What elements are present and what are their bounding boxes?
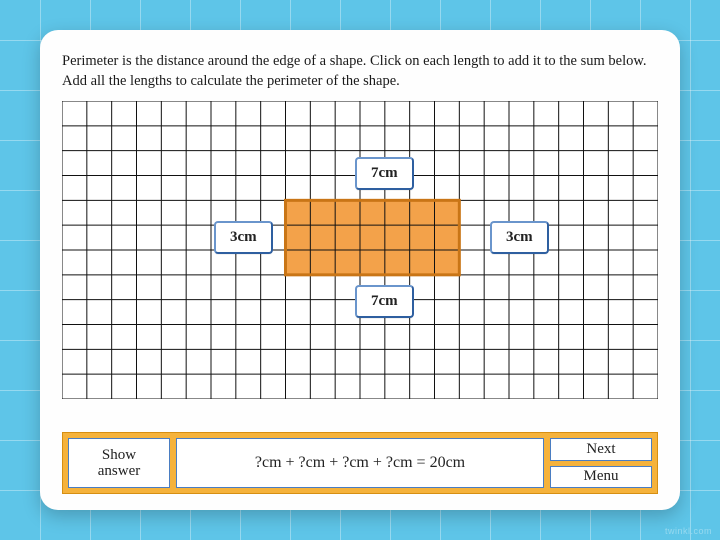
length-label-top[interactable]: 7cm xyxy=(355,157,414,190)
show-answer-line2: answer xyxy=(98,463,140,480)
grid-svg xyxy=(62,101,658,399)
instruction-text: Perimeter is the distance around the edg… xyxy=(62,52,658,91)
main-card: Perimeter is the distance around the edg… xyxy=(40,30,680,510)
length-label-left[interactable]: 3cm xyxy=(214,221,273,254)
length-label-right[interactable]: 3cm xyxy=(490,221,549,254)
show-answer-line1: Show xyxy=(102,447,136,464)
equation-text: ?cm + ?cm + ?cm + ?cm = 20cm xyxy=(255,454,465,472)
next-button[interactable]: Next xyxy=(550,438,652,461)
length-label-bottom[interactable]: 7cm xyxy=(355,285,414,318)
show-answer-button[interactable]: Show answer xyxy=(68,438,170,488)
watermark: twinkl.com xyxy=(665,526,712,536)
equation-box: ?cm + ?cm + ?cm + ?cm = 20cm xyxy=(176,438,544,488)
menu-button[interactable]: Menu xyxy=(550,466,652,489)
right-button-column: Next Menu xyxy=(550,438,652,488)
bottom-bar: Show answer ?cm + ?cm + ?cm + ?cm = 20cm… xyxy=(62,432,658,494)
grid-area: 7cm 3cm 3cm 7cm xyxy=(62,101,658,399)
